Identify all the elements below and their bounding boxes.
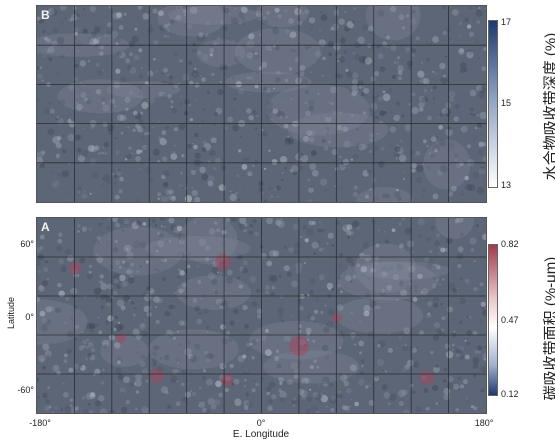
hydration-colorbar-max: 17 [501,17,512,27]
y-tick-60: 60° [20,239,34,249]
carbon-colorbar-max: 0.82 [501,239,519,249]
carbon-rich-spots [69,254,434,386]
hydration-colorbar [488,20,498,188]
carbon-colorbar-min: 0.12 [501,389,519,399]
hydration-colorbar-title: 水合物吸收带深度 (%) [542,32,555,181]
lat-lon-grid [37,6,486,202]
panel-letter-b: B [41,8,50,22]
y-axis-label: Latitude [6,296,16,330]
carbon-colorbar-mid: 0.47 [501,315,519,325]
carbon-band-area-map: A [36,217,487,414]
hydration-colorbar-mid: 15 [501,98,512,108]
x-tick-180: 180° [474,418,494,428]
hydration-band-depth-map: B [36,5,487,203]
surface-texture [37,6,486,202]
panel-letter-a: A [41,220,50,234]
surface-texture [37,218,486,413]
hydration-map-image [37,6,486,202]
carbon-colorbar [488,244,498,396]
x-tick-0: 0° [256,418,266,428]
x-axis-label: E. Longitude [232,429,290,440]
x-tick-minus-180: -180° [29,418,51,428]
y-tick-minus-60: -60° [17,385,34,395]
lat-lon-grid [37,218,486,413]
carbon-colorbar-title: 碳吸收带面积 (%-μm) [542,256,555,401]
carbon-map-image [37,218,486,413]
y-tick-0: 0° [25,312,34,322]
hydration-colorbar-min: 13 [501,180,512,190]
